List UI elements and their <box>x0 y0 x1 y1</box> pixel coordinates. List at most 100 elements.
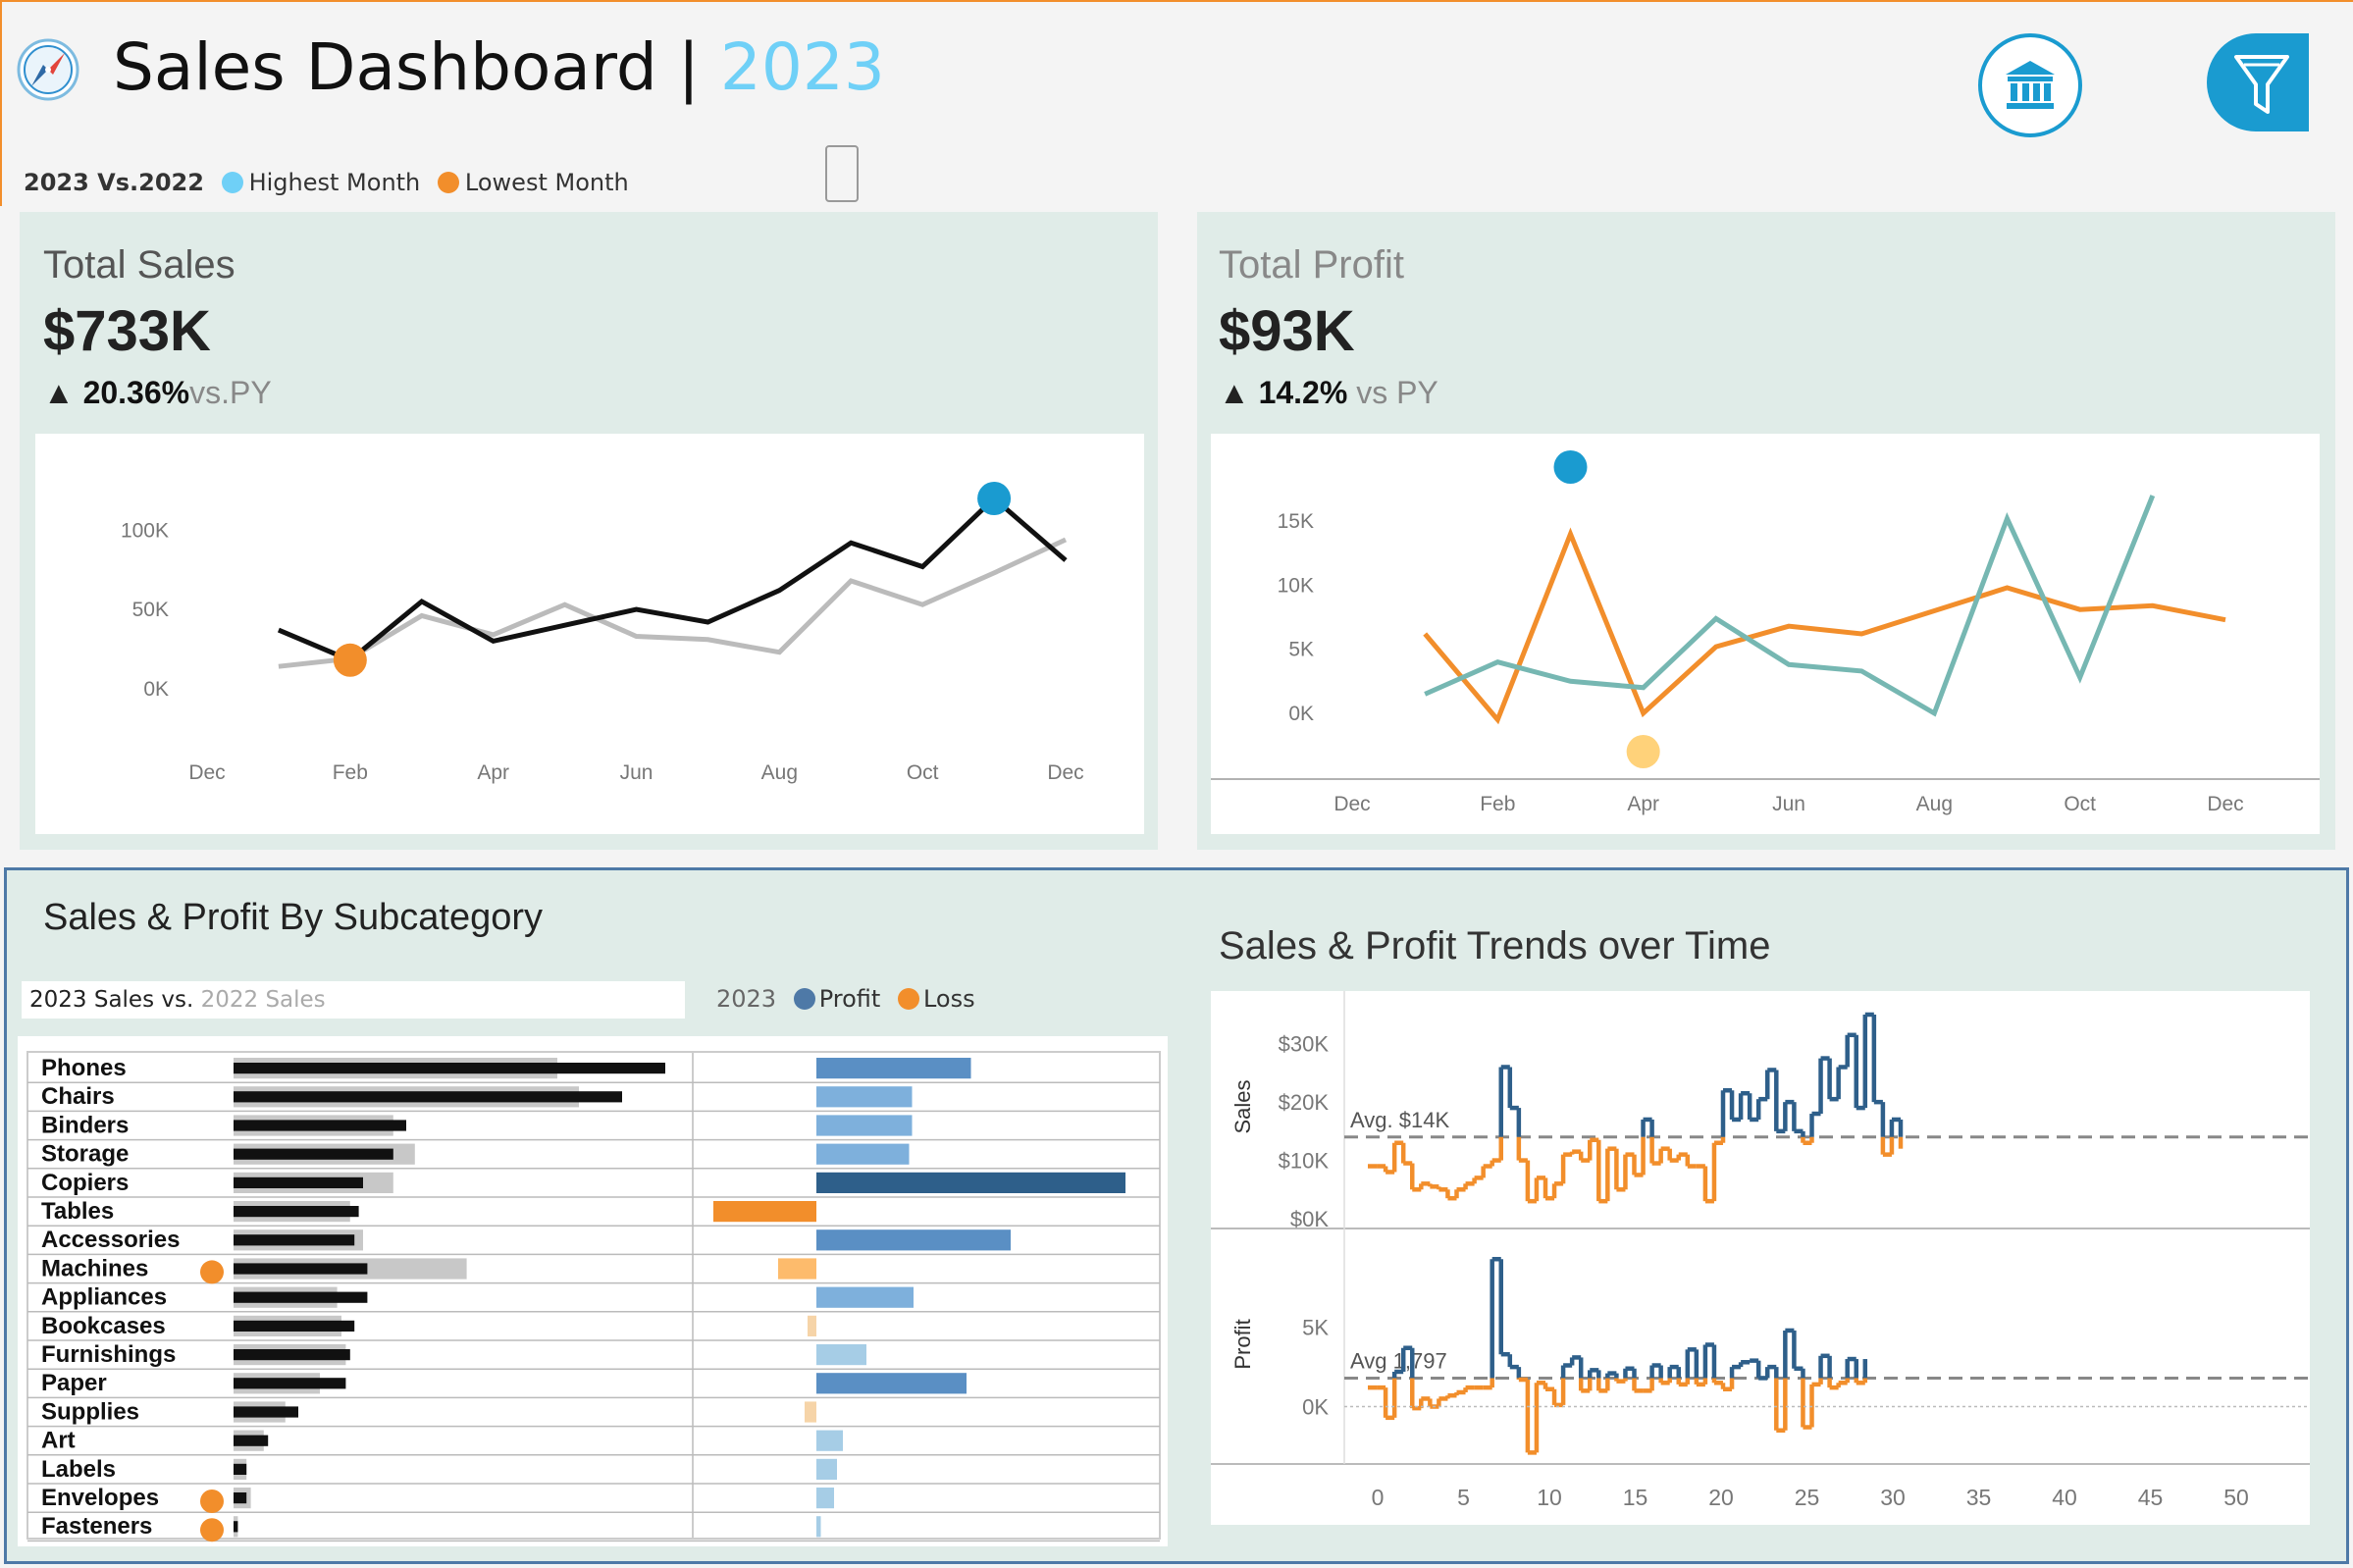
total-sales-card: Total Sales $733K ▲ 20.36%vs.PY 0K 50K 100… <box>20 212 1158 850</box>
subcategory-title: Sales & Profit By Subcategory <box>43 897 544 938</box>
trends-title: Sales & Profit Trends over Time <box>1219 924 1771 967</box>
y-tick-label: 10K <box>1278 574 1314 597</box>
total-sales-delta: ▲ 20.36%vs.PY <box>43 375 272 411</box>
y-axis-label: Profit <box>1230 1319 1255 1369</box>
x-tick-label: 30 <box>1880 1485 1906 1510</box>
total-profit-value: $93K <box>1219 299 1355 363</box>
up-arrow-icon: ▲ <box>43 375 75 410</box>
legend-year: 2023 <box>716 985 777 1013</box>
sales-2023-bar <box>234 1463 247 1475</box>
subcategory-bar-chart: PhonesChairsBindersStorageCopiersTablesA… <box>26 1051 1161 1542</box>
profit-bar <box>816 1058 971 1079</box>
y-tick-label: 100K <box>121 519 169 542</box>
x-tick-label: 45 <box>2138 1485 2164 1510</box>
y-tick-label: $20K <box>1279 1090 1330 1115</box>
sales-2023-bar <box>234 1063 665 1074</box>
y-axis-label: Sales <box>1230 1079 1255 1133</box>
delta-pct: 14.2% <box>1258 375 1348 410</box>
x-tick-label: 20 <box>1708 1485 1734 1510</box>
page-title: Sales Dashboard | 2023 <box>113 29 885 105</box>
average-label: Avg. $14K <box>1350 1108 1449 1132</box>
compass-icon <box>17 38 79 101</box>
lowest-month-marker <box>1626 735 1660 768</box>
sales-2023-bar <box>234 1378 346 1389</box>
series-line-2 <box>1424 495 2156 717</box>
profit-chart-box: 0K 5K 10K 15K Dec Feb Apr Jun Aug Oct Dec <box>1211 434 2320 834</box>
y-tick-label: 0K <box>143 678 169 701</box>
x-tick-label: Feb <box>333 761 368 784</box>
profit-dot-icon <box>793 988 815 1010</box>
category-label: Phones <box>41 1055 127 1081</box>
sales-2023-bar <box>234 1263 368 1275</box>
x-tick-label: 25 <box>1795 1485 1820 1510</box>
profit-bar <box>816 1373 967 1394</box>
x-tick-label: Dec <box>1333 793 1370 815</box>
x-tick-label: 0 <box>1372 1485 1385 1510</box>
category-label: Storage <box>41 1141 129 1168</box>
bank-button[interactable] <box>1978 33 2082 137</box>
profit-bar <box>816 1516 821 1538</box>
sales-2023-bar <box>234 1091 622 1103</box>
legend-high: Highest Month <box>248 169 421 196</box>
trends-panel: $0K $10K $20K $30K Sales Avg. $14K 0K 5K Profit A… <box>1211 991 2334 1525</box>
profit-bar <box>816 1229 1011 1251</box>
profit-bar <box>816 1143 910 1165</box>
x-tick-label: 50 <box>2223 1485 2249 1510</box>
year-legend: 2023 Vs.2022 Highest Month Lowest Month <box>24 169 629 196</box>
highest-month-marker <box>1553 450 1588 484</box>
sales-2023-bar <box>234 1120 406 1131</box>
series-line-1 <box>1423 527 2226 725</box>
x-tick-label: Oct <box>2064 793 2096 815</box>
legend-sales-b: 2022 Sales <box>200 987 326 1013</box>
highest-month-marker <box>977 482 1012 515</box>
total-profit-card: Total Profit $93K ▲ 14.2% vs PY 0K 5K 10K 1… <box>1197 212 2335 850</box>
sales-2023-bar <box>234 1234 355 1246</box>
series-line-1 <box>277 495 1068 663</box>
y-tick-label: 15K <box>1278 510 1314 533</box>
profit-bar <box>816 1115 913 1136</box>
category-label: Labels <box>41 1456 116 1483</box>
sales-2023-bar <box>234 1320 355 1332</box>
y-tick-label: 0K <box>1302 1395 1329 1420</box>
total-sales-title: Total Sales <box>43 243 235 287</box>
title-text: Sales Dashboard | <box>113 29 700 105</box>
sales-2023-bar <box>234 1176 363 1188</box>
profit-loss-legend: 2023 Profit Loss <box>716 985 975 1013</box>
sales-2023-bar <box>234 1406 298 1418</box>
category-label: Furnishings <box>41 1341 176 1368</box>
delta-pct: 20.36% <box>82 375 190 410</box>
loss-marker-icon <box>200 1490 224 1513</box>
category-label: Copiers <box>41 1170 129 1196</box>
low-dot-icon <box>437 172 459 193</box>
y-tick-label: 5K <box>1288 639 1314 661</box>
phone-icon[interactable] <box>825 145 859 202</box>
profit-line-chart: 0K 5K 10K 15K Dec Feb Apr Jun Aug Oct Dec <box>1211 450 2320 815</box>
x-tick-label: Apr <box>477 761 509 784</box>
profit-bar <box>816 1172 1125 1193</box>
x-tick-label: Dec <box>2207 793 2243 815</box>
category-label: Bookcases <box>41 1313 166 1339</box>
series-line-2 <box>278 537 1068 669</box>
dashboard-header <box>0 0 2353 206</box>
x-tick-label: Dec <box>188 761 225 784</box>
x-tick-label: Aug <box>761 761 798 784</box>
filter-button[interactable] <box>2207 33 2309 131</box>
x-tick-label: Feb <box>1480 793 1515 815</box>
category-label: Art <box>41 1428 76 1454</box>
up-arrow-icon: ▲ <box>1219 375 1250 410</box>
sales-2023-bar <box>234 1206 359 1218</box>
lowest-month-marker <box>333 643 367 677</box>
sales-legend: 2023 Sales vs. 2022 Sales <box>22 981 685 1019</box>
average-label: Avg 1,797 <box>1350 1348 1447 1373</box>
profit-bar <box>816 1430 843 1451</box>
y-tick-label: 50K <box>132 599 169 621</box>
profit-bar <box>816 1286 914 1308</box>
loss-marker-icon <box>200 1260 224 1284</box>
x-tick-label: Aug <box>1916 793 1953 815</box>
x-tick-label: 15 <box>1623 1485 1648 1510</box>
x-tick-label: Apr <box>1627 793 1659 815</box>
total-profit-delta: ▲ 14.2% vs PY <box>1219 375 1438 411</box>
sales-2023-bar <box>234 1291 368 1303</box>
loss-bar <box>808 1315 816 1336</box>
category-label: Tables <box>41 1198 114 1225</box>
